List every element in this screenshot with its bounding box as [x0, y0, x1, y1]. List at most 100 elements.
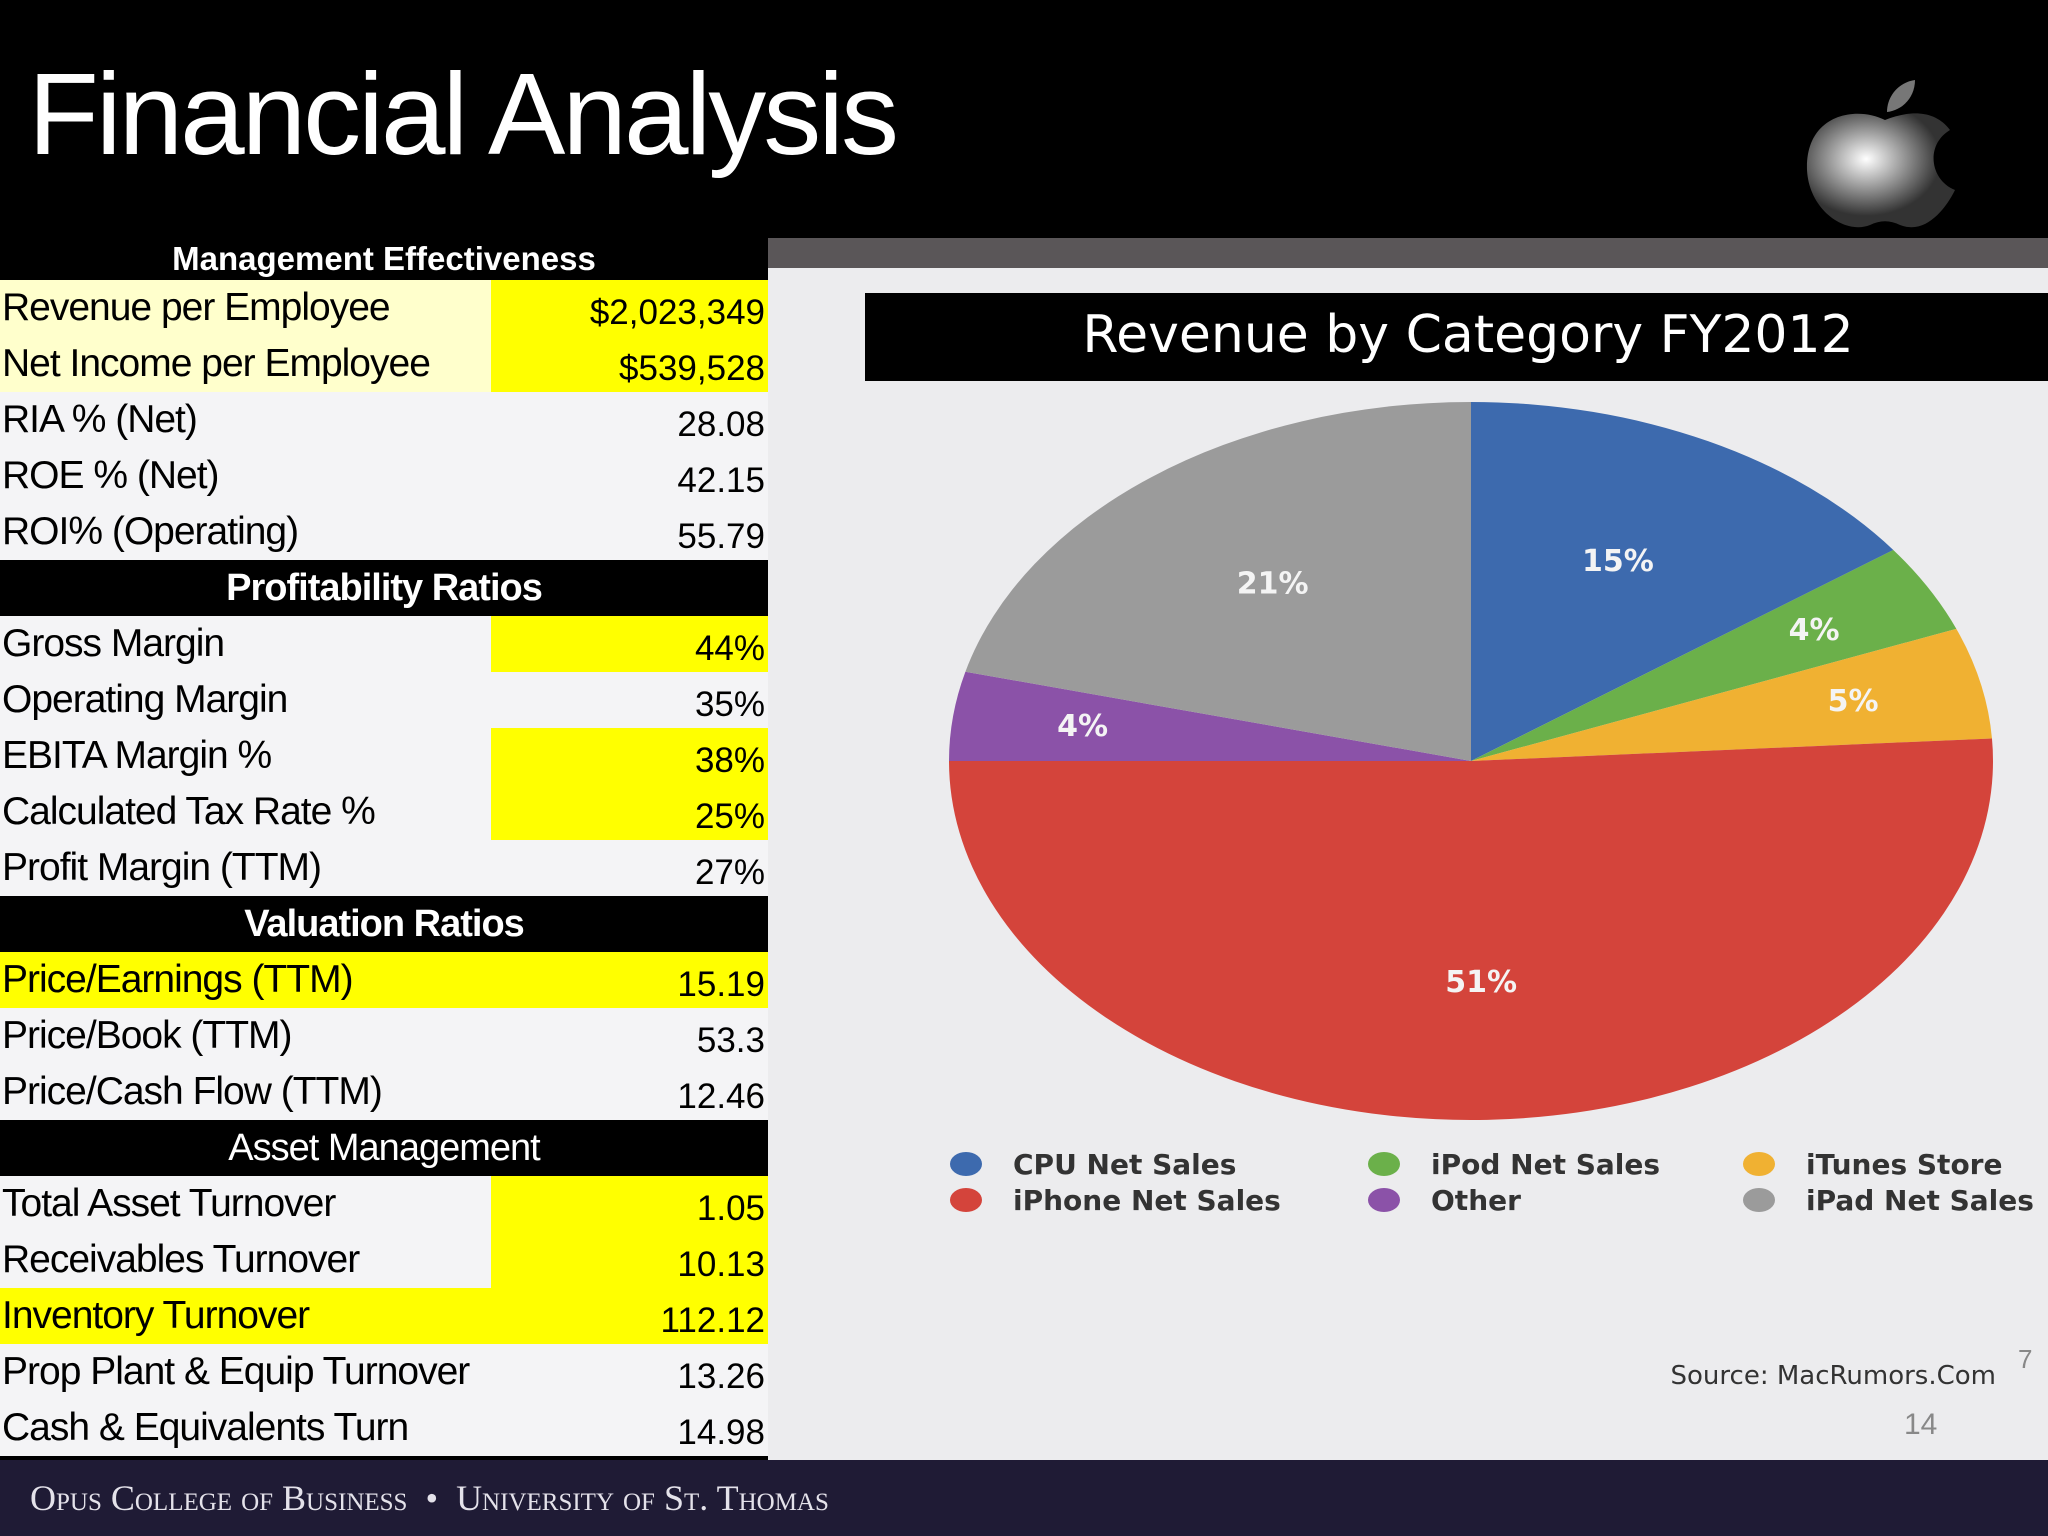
source: Source: MacRumors.Com — [1671, 1361, 1996, 1391]
legend-label: CPU Net Sales — [1013, 1148, 1236, 1181]
row-label: Gross Margin — [2, 622, 225, 665]
ratio-table: Management Effectiveness Revenue per Empl… — [0, 238, 768, 1456]
row-label: Calculated Tax Rate % — [2, 790, 376, 833]
slice-label: 21% — [1237, 567, 1309, 602]
footer-separator: • — [425, 1478, 439, 1518]
section-header: Valuation Ratios — [0, 896, 768, 952]
row-label: Cash & Equivalents Turn — [2, 1406, 409, 1449]
slice-label: 15% — [1582, 544, 1654, 579]
table-row: Cash & Equivalents Turn 14.98 — [0, 1400, 768, 1456]
row-value: 10.13 — [491, 1232, 768, 1288]
slice-label: 51% — [1445, 965, 1517, 1000]
row-value: 112.12 — [660, 1301, 765, 1340]
slide-title: Financial Analysis — [28, 49, 899, 179]
table-row: ROE % (Net) 42.15 — [0, 448, 768, 504]
table-row: Total Asset Turnover 1.05 — [0, 1176, 768, 1232]
footer-right: University of St. Thomas — [456, 1478, 829, 1518]
row-label: Net Income per Employee — [0, 336, 491, 392]
legend-label: iPhone Net Sales — [1013, 1184, 1281, 1217]
legend-marker — [1368, 1188, 1400, 1212]
row-label: Total Asset Turnover — [2, 1182, 336, 1225]
row-label: ROE % (Net) — [2, 454, 220, 497]
row-label: ROI% (Operating) — [2, 510, 299, 553]
table-row: Calculated Tax Rate % 25% — [0, 784, 768, 840]
row-value: $2,023,349 — [491, 280, 768, 336]
pie-slice — [1471, 402, 1894, 761]
slice-label: 5% — [1828, 684, 1879, 719]
footer-left: Opus College of Business — [30, 1478, 408, 1518]
table-row: Operating Margin 35% — [0, 672, 768, 728]
row-value: 53.3 — [696, 1021, 765, 1060]
table-row: Price/Cash Flow (TTM) 12.46 — [0, 1064, 768, 1120]
table-row: Prop Plant & Equip Turnover 13.26 — [0, 1344, 768, 1400]
section-header: Profitability Ratios — [0, 560, 768, 616]
legend-marker — [1368, 1152, 1400, 1176]
table-row: RIA % (Net) 28.08 — [0, 392, 768, 448]
row-value: 42.15 — [677, 461, 765, 500]
row-label: Receivables Turnover — [2, 1238, 360, 1281]
legend-label: iTunes Store — [1806, 1148, 2002, 1181]
photo-strip — [768, 238, 2048, 268]
logo — [1806, 80, 1955, 228]
pie-slice — [965, 402, 1471, 761]
row-value: 1.05 — [491, 1176, 768, 1232]
row-label: Profit Margin (TTM) — [2, 846, 322, 889]
logo-leaf — [1887, 80, 1915, 112]
row-label: Price/Cash Flow (TTM) — [2, 1070, 383, 1113]
table-row: Receivables Turnover 10.13 — [0, 1232, 768, 1288]
pie-slice — [1471, 549, 1957, 761]
row-value: 28.08 — [677, 405, 765, 444]
footer: Opus College of Business • University of… — [0, 1460, 2048, 1536]
table-row: EBITA Margin % 38% — [0, 728, 768, 784]
row-label: Operating Margin — [2, 678, 288, 721]
row-value: 13.26 — [677, 1357, 765, 1396]
row-value: 38% — [491, 728, 768, 784]
row-label: RIA % (Net) — [2, 398, 198, 441]
row-value: 27% — [694, 853, 765, 892]
row-label: Price/Earnings (TTM) — [2, 958, 354, 1001]
table-row: Price/Earnings (TTM) 15.19 — [0, 952, 768, 1008]
row-label: Inventory Turnover — [2, 1294, 310, 1337]
legend-marker — [950, 1152, 982, 1176]
legend-marker — [1743, 1188, 1775, 1212]
legend-label: iPad Net Sales — [1806, 1184, 2034, 1217]
table-row: Inventory Turnover 112.12 — [0, 1288, 768, 1344]
row-value: 55.79 — [677, 517, 765, 556]
pie-slice — [949, 671, 1471, 761]
legend-label: iPod Net Sales — [1431, 1148, 1660, 1181]
chart-panel: Revenue by Category FY2012 15% CPU Net Sa… — [768, 238, 2048, 1460]
row-label: EBITA Margin % — [2, 734, 272, 777]
pie: 15% CPU Net Sales 4% iPod Net Sales 5% iTunes… — [949, 402, 2034, 1217]
table-row: Gross Margin 44% — [0, 616, 768, 672]
pie-slice — [949, 738, 1994, 1121]
table-row: ROI% (Operating) 55.79 — [0, 504, 768, 560]
legend-marker — [950, 1188, 982, 1212]
row-value: $539,528 — [491, 336, 768, 392]
legend-marker — [1743, 1152, 1775, 1176]
table-row: Profit Margin (TTM) 27% — [0, 840, 768, 896]
section-header: Management Effectiveness — [0, 238, 768, 280]
chart-title-bg — [865, 293, 2048, 381]
section-header: Asset Management — [0, 1120, 768, 1176]
table-row: Price/Book (TTM) 53.3 — [0, 1008, 768, 1064]
corner-mark: 7 — [2018, 1344, 2032, 1374]
pie-slice — [1471, 628, 1992, 761]
row-value: 44% — [491, 616, 768, 672]
table-row: Net Income per Employee $539,528 — [0, 336, 768, 392]
table-row: Revenue per Employee $2,023,349 — [0, 280, 768, 336]
page-number: 14 — [1904, 1408, 1937, 1441]
row-value: 35% — [694, 685, 765, 724]
chart-title: Revenue by Category FY2012 — [1082, 305, 1853, 365]
row-value: 12.46 — [677, 1077, 765, 1116]
slice-label: 4% — [1789, 613, 1840, 648]
row-label: Revenue per Employee — [0, 280, 491, 336]
row-value: 15.19 — [677, 965, 765, 1004]
row-label: Price/Book (TTM) — [2, 1014, 293, 1057]
slice-label: 4% — [1057, 709, 1108, 744]
row-value: 14.98 — [677, 1413, 765, 1452]
logo-body — [1806, 113, 1955, 228]
row-value: 25% — [491, 784, 768, 840]
legend-label: Other — [1431, 1184, 1521, 1217]
row-label: Prop Plant & Equip Turnover — [2, 1350, 470, 1393]
